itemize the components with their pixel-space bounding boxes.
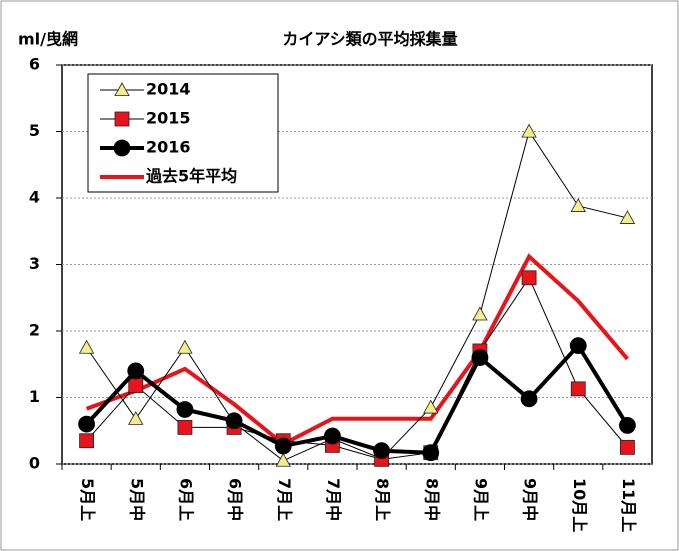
x-tick-label: 9月中	[521, 478, 540, 521]
x-tick-label: 8月中	[422, 478, 441, 521]
marker	[423, 445, 439, 461]
chart-title: カイアシ類の平均採集量	[282, 30, 457, 49]
x-tick-label: 8月上	[373, 478, 392, 521]
legend-label: 2014	[146, 80, 191, 99]
marker	[226, 413, 242, 429]
y-tick-label: 3	[29, 254, 40, 273]
y-tick-label: 6	[29, 55, 40, 74]
marker	[115, 112, 129, 126]
marker	[80, 434, 94, 448]
marker	[129, 379, 143, 393]
x-tick-label: 10月上	[570, 478, 589, 532]
y-tick-label: 2	[29, 321, 40, 340]
marker	[472, 350, 488, 366]
y-tick-label: 5	[29, 121, 40, 140]
y-axis-label: ml/曳網	[18, 30, 78, 49]
x-tick-label: 7月中	[324, 478, 343, 521]
x-tick-label: 7月上	[275, 478, 294, 521]
x-tick-label: 11月上	[619, 478, 638, 532]
legend-label: 2015	[146, 109, 191, 128]
marker	[374, 443, 390, 459]
legend-label: 2016	[146, 138, 191, 157]
marker	[522, 271, 536, 285]
y-tick-label: 0	[29, 454, 40, 473]
marker	[620, 440, 634, 454]
x-tick-label: 6月上	[176, 478, 195, 521]
marker	[114, 140, 130, 156]
marker	[324, 428, 340, 444]
marker	[570, 338, 586, 354]
marker	[571, 382, 585, 396]
marker	[177, 401, 193, 417]
marker	[79, 416, 95, 432]
y-tick-label: 4	[29, 188, 40, 207]
legend-label: 過去5年平均	[145, 167, 237, 186]
marker	[178, 420, 192, 434]
x-tick-label: 6月中	[226, 478, 245, 521]
marker	[521, 391, 537, 407]
x-tick-label: 5月上	[78, 478, 97, 521]
marker	[128, 363, 144, 379]
x-tick-label: 9月上	[471, 478, 490, 521]
y-tick-label: 1	[29, 387, 40, 406]
marker	[275, 438, 291, 454]
chart: ml/曳網 カイアシ類の平均採集量 0 1 2 3 4 5 6 5月上 5月中 6月上 6月中 7月上…	[0, 0, 679, 551]
x-tick-label: 5月中	[127, 478, 146, 521]
marker	[619, 417, 635, 433]
